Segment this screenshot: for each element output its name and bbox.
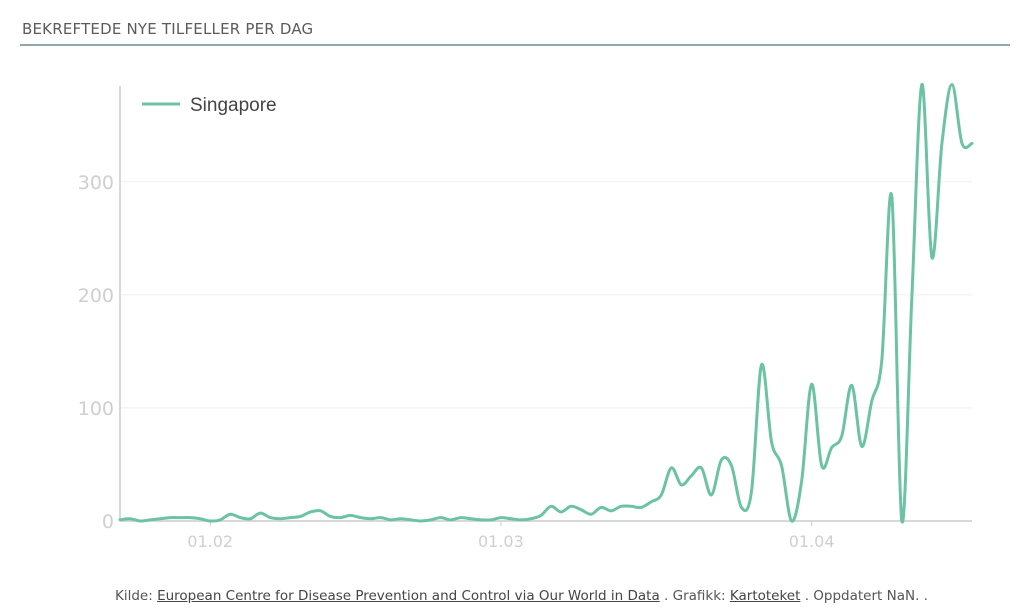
- chart-header: BEKREFTEDE NYE TILFELLER PER DAG: [20, 16, 1010, 46]
- footer-prefix: Kilde:: [115, 588, 158, 604]
- chart-heading: BEKREFTEDE NYE TILFELLER PER DAG: [22, 20, 314, 38]
- y-tick-label-300: 300: [78, 172, 114, 194]
- y-tick-label-200: 200: [78, 285, 114, 307]
- source-footer: Kilde: European Centre for Disease Preve…: [115, 588, 928, 604]
- graphic-credit-link[interactable]: Kartoteket: [729, 588, 801, 604]
- y-tick-label-0: 0: [102, 511, 114, 533]
- x-tick-label-01.03: 01.03: [478, 532, 524, 551]
- y-tick-label-100: 100: [78, 398, 114, 420]
- x-tick-label-01.04: 01.04: [789, 532, 835, 551]
- footer-separator-1: . Grafikk:: [659, 588, 730, 604]
- x-tick-label-01.02: 01.02: [187, 532, 233, 551]
- source-link[interactable]: European Centre for Disease Prevention a…: [157, 588, 660, 604]
- legend-label-singapore: Singapore: [190, 95, 277, 116]
- footer-updated-text: . Oppdatert NaN. .: [800, 588, 928, 604]
- series-line-singapore: [118, 83, 974, 524]
